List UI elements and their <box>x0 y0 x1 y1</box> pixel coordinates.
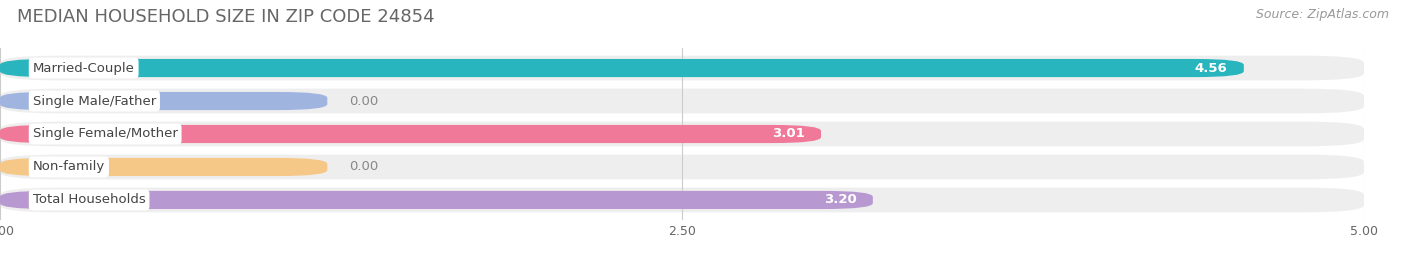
Text: MEDIAN HOUSEHOLD SIZE IN ZIP CODE 24854: MEDIAN HOUSEHOLD SIZE IN ZIP CODE 24854 <box>17 8 434 26</box>
FancyBboxPatch shape <box>0 188 1364 212</box>
FancyBboxPatch shape <box>0 89 1364 113</box>
FancyBboxPatch shape <box>0 59 1244 77</box>
Text: Source: ZipAtlas.com: Source: ZipAtlas.com <box>1256 8 1389 21</box>
Text: 0.00: 0.00 <box>349 161 378 173</box>
FancyBboxPatch shape <box>0 122 1364 146</box>
FancyBboxPatch shape <box>0 158 328 176</box>
Text: Single Male/Father: Single Male/Father <box>32 95 156 107</box>
Text: 4.56: 4.56 <box>1195 62 1227 75</box>
Text: Single Female/Mother: Single Female/Mother <box>32 128 177 140</box>
FancyBboxPatch shape <box>0 56 1364 80</box>
FancyBboxPatch shape <box>0 191 873 209</box>
Text: 0.00: 0.00 <box>349 95 378 107</box>
Text: 3.20: 3.20 <box>824 193 856 206</box>
Text: 3.01: 3.01 <box>772 128 804 140</box>
Text: Non-family: Non-family <box>32 161 105 173</box>
Text: Married-Couple: Married-Couple <box>32 62 135 75</box>
FancyBboxPatch shape <box>0 125 821 143</box>
FancyBboxPatch shape <box>0 155 1364 179</box>
FancyBboxPatch shape <box>0 92 328 110</box>
Text: Total Households: Total Households <box>32 193 145 206</box>
